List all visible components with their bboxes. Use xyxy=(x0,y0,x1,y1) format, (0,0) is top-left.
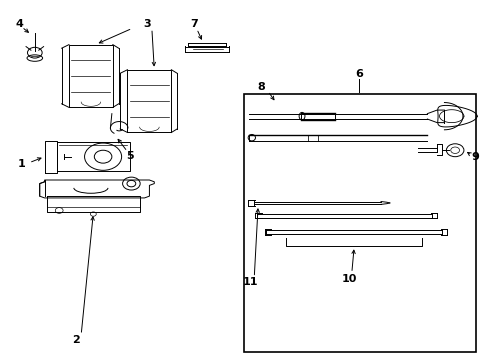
Text: 2: 2 xyxy=(72,334,80,345)
Text: 5: 5 xyxy=(126,151,133,161)
Text: 1: 1 xyxy=(17,159,25,169)
Text: 7: 7 xyxy=(190,19,198,29)
Text: 6: 6 xyxy=(354,69,362,79)
Text: 4: 4 xyxy=(15,19,23,29)
Bar xyxy=(244,94,475,352)
Text: 11: 11 xyxy=(243,277,258,287)
Text: 8: 8 xyxy=(257,82,265,92)
Text: 3: 3 xyxy=(143,19,150,29)
Text: 10: 10 xyxy=(341,274,356,284)
Text: 9: 9 xyxy=(471,152,479,162)
